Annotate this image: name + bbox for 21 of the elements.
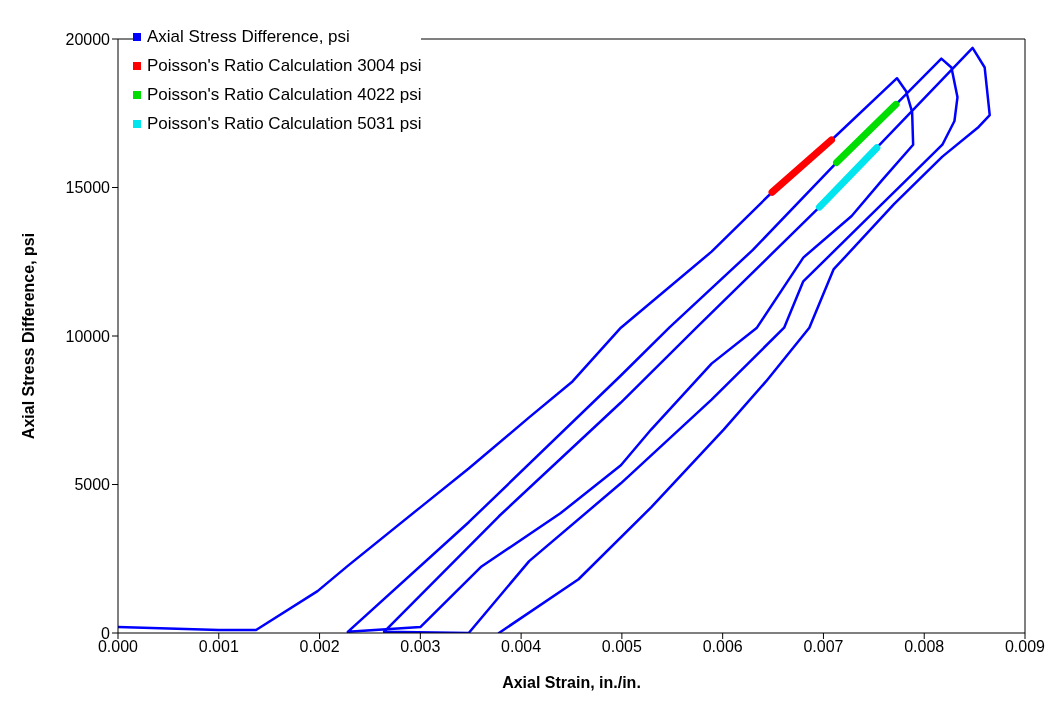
x-axis-title: Axial Strain, in./in. <box>502 674 641 691</box>
legend-label: Poisson's Ratio Calculation 3004 psi <box>147 55 422 77</box>
x-tick-label: 0.005 <box>601 638 643 656</box>
x-tick-label: 0.006 <box>702 638 743 656</box>
x-tick-label: 0.000 <box>97 638 139 656</box>
line-series <box>118 46 991 633</box>
x-tick-label: 0.008 <box>904 638 945 656</box>
x-tick-label: 0.004 <box>501 638 542 656</box>
legend-label: Poisson's Ratio Calculation 4022 psi <box>147 84 422 106</box>
legend-label: Poisson's Ratio Calculation 5031 psi <box>147 113 422 135</box>
y-tick-label: 20000 <box>65 30 111 48</box>
y-tick-label: 5000 <box>74 476 111 494</box>
legend-label: Axial Stress Difference, psi <box>147 26 350 48</box>
x-tick-label: 0.007 <box>803 638 844 656</box>
y-axis-title: Axial Stress Difference, psi <box>19 232 37 440</box>
x-tick-label: 0.001 <box>198 638 239 656</box>
y-tick-label: 15000 <box>65 179 111 197</box>
x-tick-label: 0.003 <box>400 638 441 656</box>
x-tick-label: 0.002 <box>299 638 340 656</box>
x-tick-label: 0.009 <box>1004 638 1046 656</box>
y-tick-label: 10000 <box>65 327 111 345</box>
